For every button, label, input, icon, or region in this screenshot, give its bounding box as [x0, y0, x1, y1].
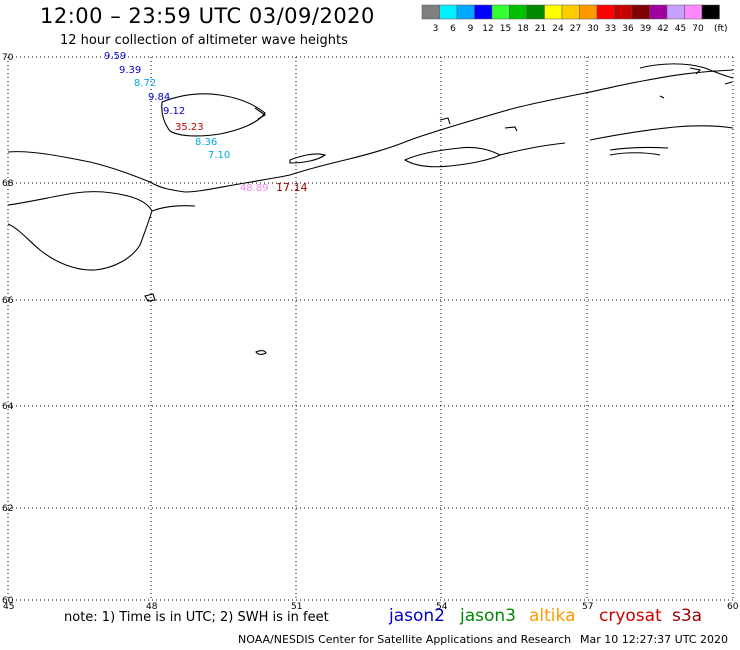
colorbar-tick-label: 18 [517, 24, 529, 34]
colorbar-tick-label: 39 [640, 24, 652, 34]
lon-tick-label: 45 [3, 602, 14, 612]
colorbar-tick-label: 12 [482, 24, 493, 34]
coastline [7, 63, 734, 355]
lon-tick-label: 54 [436, 602, 448, 612]
wave-height-value: 9.12 [163, 106, 185, 117]
satellite-legend-jason2: jason2 [389, 606, 445, 626]
lon-tick-label: 51 [291, 602, 302, 612]
colorbar-tick-label: 15 [500, 24, 511, 34]
lat-tick-label: 60 [2, 596, 14, 606]
wave-height-value: 48.89 [240, 183, 269, 194]
satellite-legend-jason3: jason3 [460, 606, 516, 626]
colorbar-tick-label: 70 [692, 24, 704, 34]
lon-tick-label: 48 [146, 602, 158, 612]
satellite-legend-s3a: s3a [672, 606, 703, 626]
map-frame [7, 56, 734, 601]
lon-tick-label: 57 [582, 602, 593, 612]
colorbar-swatch [701, 4, 720, 20]
lon-axis: 45 48 51 54 57 60 [3, 602, 739, 612]
map-title: 12:00 – 23:59 UTC 03/09/2020 [40, 4, 375, 28]
lon-tick-label: 60 [727, 602, 739, 612]
wave-height-value: 9.59 [104, 51, 126, 62]
lat-tick-label: 70 [2, 53, 14, 63]
colorbar-tick-label: 6 [450, 24, 456, 34]
colorbar-tick-label: 36 [622, 24, 634, 34]
lat-tick-label: 66 [2, 296, 14, 306]
footer-note: note: 1) Time is in UTC; 2) SWH is in fe… [64, 610, 329, 625]
wave-height-value: 7.10 [208, 150, 230, 161]
lat-tick-label: 62 [2, 504, 13, 514]
colorbar-tick-label: 33 [605, 24, 616, 34]
observations: 9.59 9.39 8.72 9.84 9.12 35.23 8.36 7.10… [104, 51, 308, 194]
colorbar-tick-label: 21 [535, 24, 546, 34]
map-subtitle: 12 hour collection of altimeter wave hei… [60, 33, 348, 48]
credit-line: NOAA/NESDIS Center for Satellite Applica… [238, 633, 572, 646]
colorbar: 3 6 9 12 15 18 21 24 27 30 33 36 39 42 45 70 (ft) [421, 4, 728, 34]
wave-height-value: 8.36 [195, 137, 217, 148]
wave-height-value: 9.39 [119, 65, 141, 76]
satellite-legend-altika: altika [529, 606, 576, 626]
wave-height-value: 17.14 [276, 181, 308, 194]
wave-height-value: 8.72 [134, 78, 156, 89]
satellite-legend-cryosat: cryosat [599, 606, 662, 626]
colorbar-tick-label: 24 [552, 24, 564, 34]
colorbar-unit-label: (ft) [714, 24, 728, 34]
graticule [8, 57, 733, 600]
lat-tick-label: 64 [2, 402, 14, 412]
lat-axis: 70 68 66 64 62 60 [2, 53, 14, 606]
wave-height-value: 35.23 [175, 122, 204, 133]
wave-height-value: 9.84 [148, 92, 170, 103]
colorbar-tick-label: 30 [587, 24, 599, 34]
generation-timestamp: Mar 10 12:27:37 UTC 2020 [580, 633, 728, 646]
colorbar-tick-label: 3 [433, 24, 439, 34]
lat-tick-label: 68 [2, 179, 14, 189]
colorbar-tick-label: 45 [675, 24, 686, 34]
colorbar-tick-label: 42 [657, 24, 668, 34]
colorbar-tick-label: 9 [468, 24, 474, 34]
colorbar-tick-label: 27 [570, 24, 581, 34]
